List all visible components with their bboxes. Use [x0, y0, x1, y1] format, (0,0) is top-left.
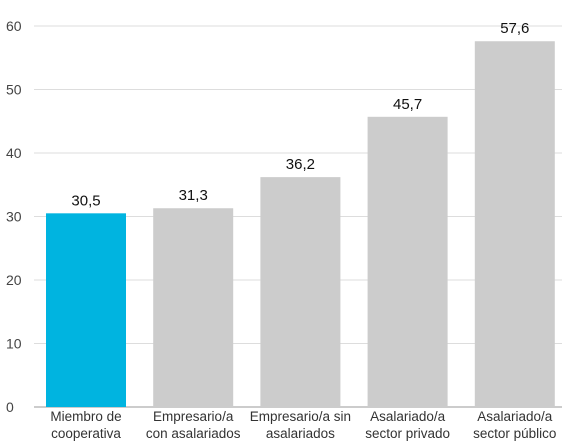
category-label-0-line-1: cooperativa [51, 426, 121, 441]
data-label-0: 30,5 [71, 192, 100, 209]
data-label-3: 45,7 [393, 96, 422, 113]
category-label-2-line-1: asalariados [266, 426, 335, 441]
y-tick-label-10: 10 [6, 336, 22, 352]
data-label-2: 36,2 [286, 156, 315, 173]
y-axis-ticks: 0 10 20 30 40 50 60 [6, 18, 22, 415]
category-label-2-line-0: Empresario/a sin [250, 409, 351, 424]
category-label-4-line-1: sector público [473, 426, 556, 441]
bar-2 [260, 177, 340, 407]
bar-1 [153, 208, 233, 407]
bar-3 [368, 117, 448, 407]
y-tick-label-0: 0 [6, 399, 14, 415]
y-tick-label-20: 20 [6, 272, 22, 288]
y-tick-label-50: 50 [6, 82, 22, 98]
bar-0 [46, 213, 126, 407]
category-label-3-line-1: sector privado [365, 426, 450, 441]
x-axis-category-labels: Miembro de cooperativa Empresario/a con asa… [50, 409, 556, 441]
data-label-1: 31,3 [179, 187, 208, 204]
bar-4 [475, 41, 555, 407]
category-label-1-line-1: con asalariados [146, 426, 241, 441]
y-tick-label-30: 30 [6, 209, 22, 225]
bars [46, 41, 555, 407]
category-label-0-line-0: Miembro de [50, 409, 121, 424]
category-label-4-line-0: Asalariado/a [477, 409, 553, 424]
data-label-4: 57,6 [500, 20, 529, 37]
y-tick-label-40: 40 [6, 145, 22, 161]
category-label-1-line-0: Empresario/a [153, 409, 234, 424]
y-tick-label-60: 60 [6, 18, 22, 34]
category-label-3-line-0: Asalariado/a [370, 409, 446, 424]
